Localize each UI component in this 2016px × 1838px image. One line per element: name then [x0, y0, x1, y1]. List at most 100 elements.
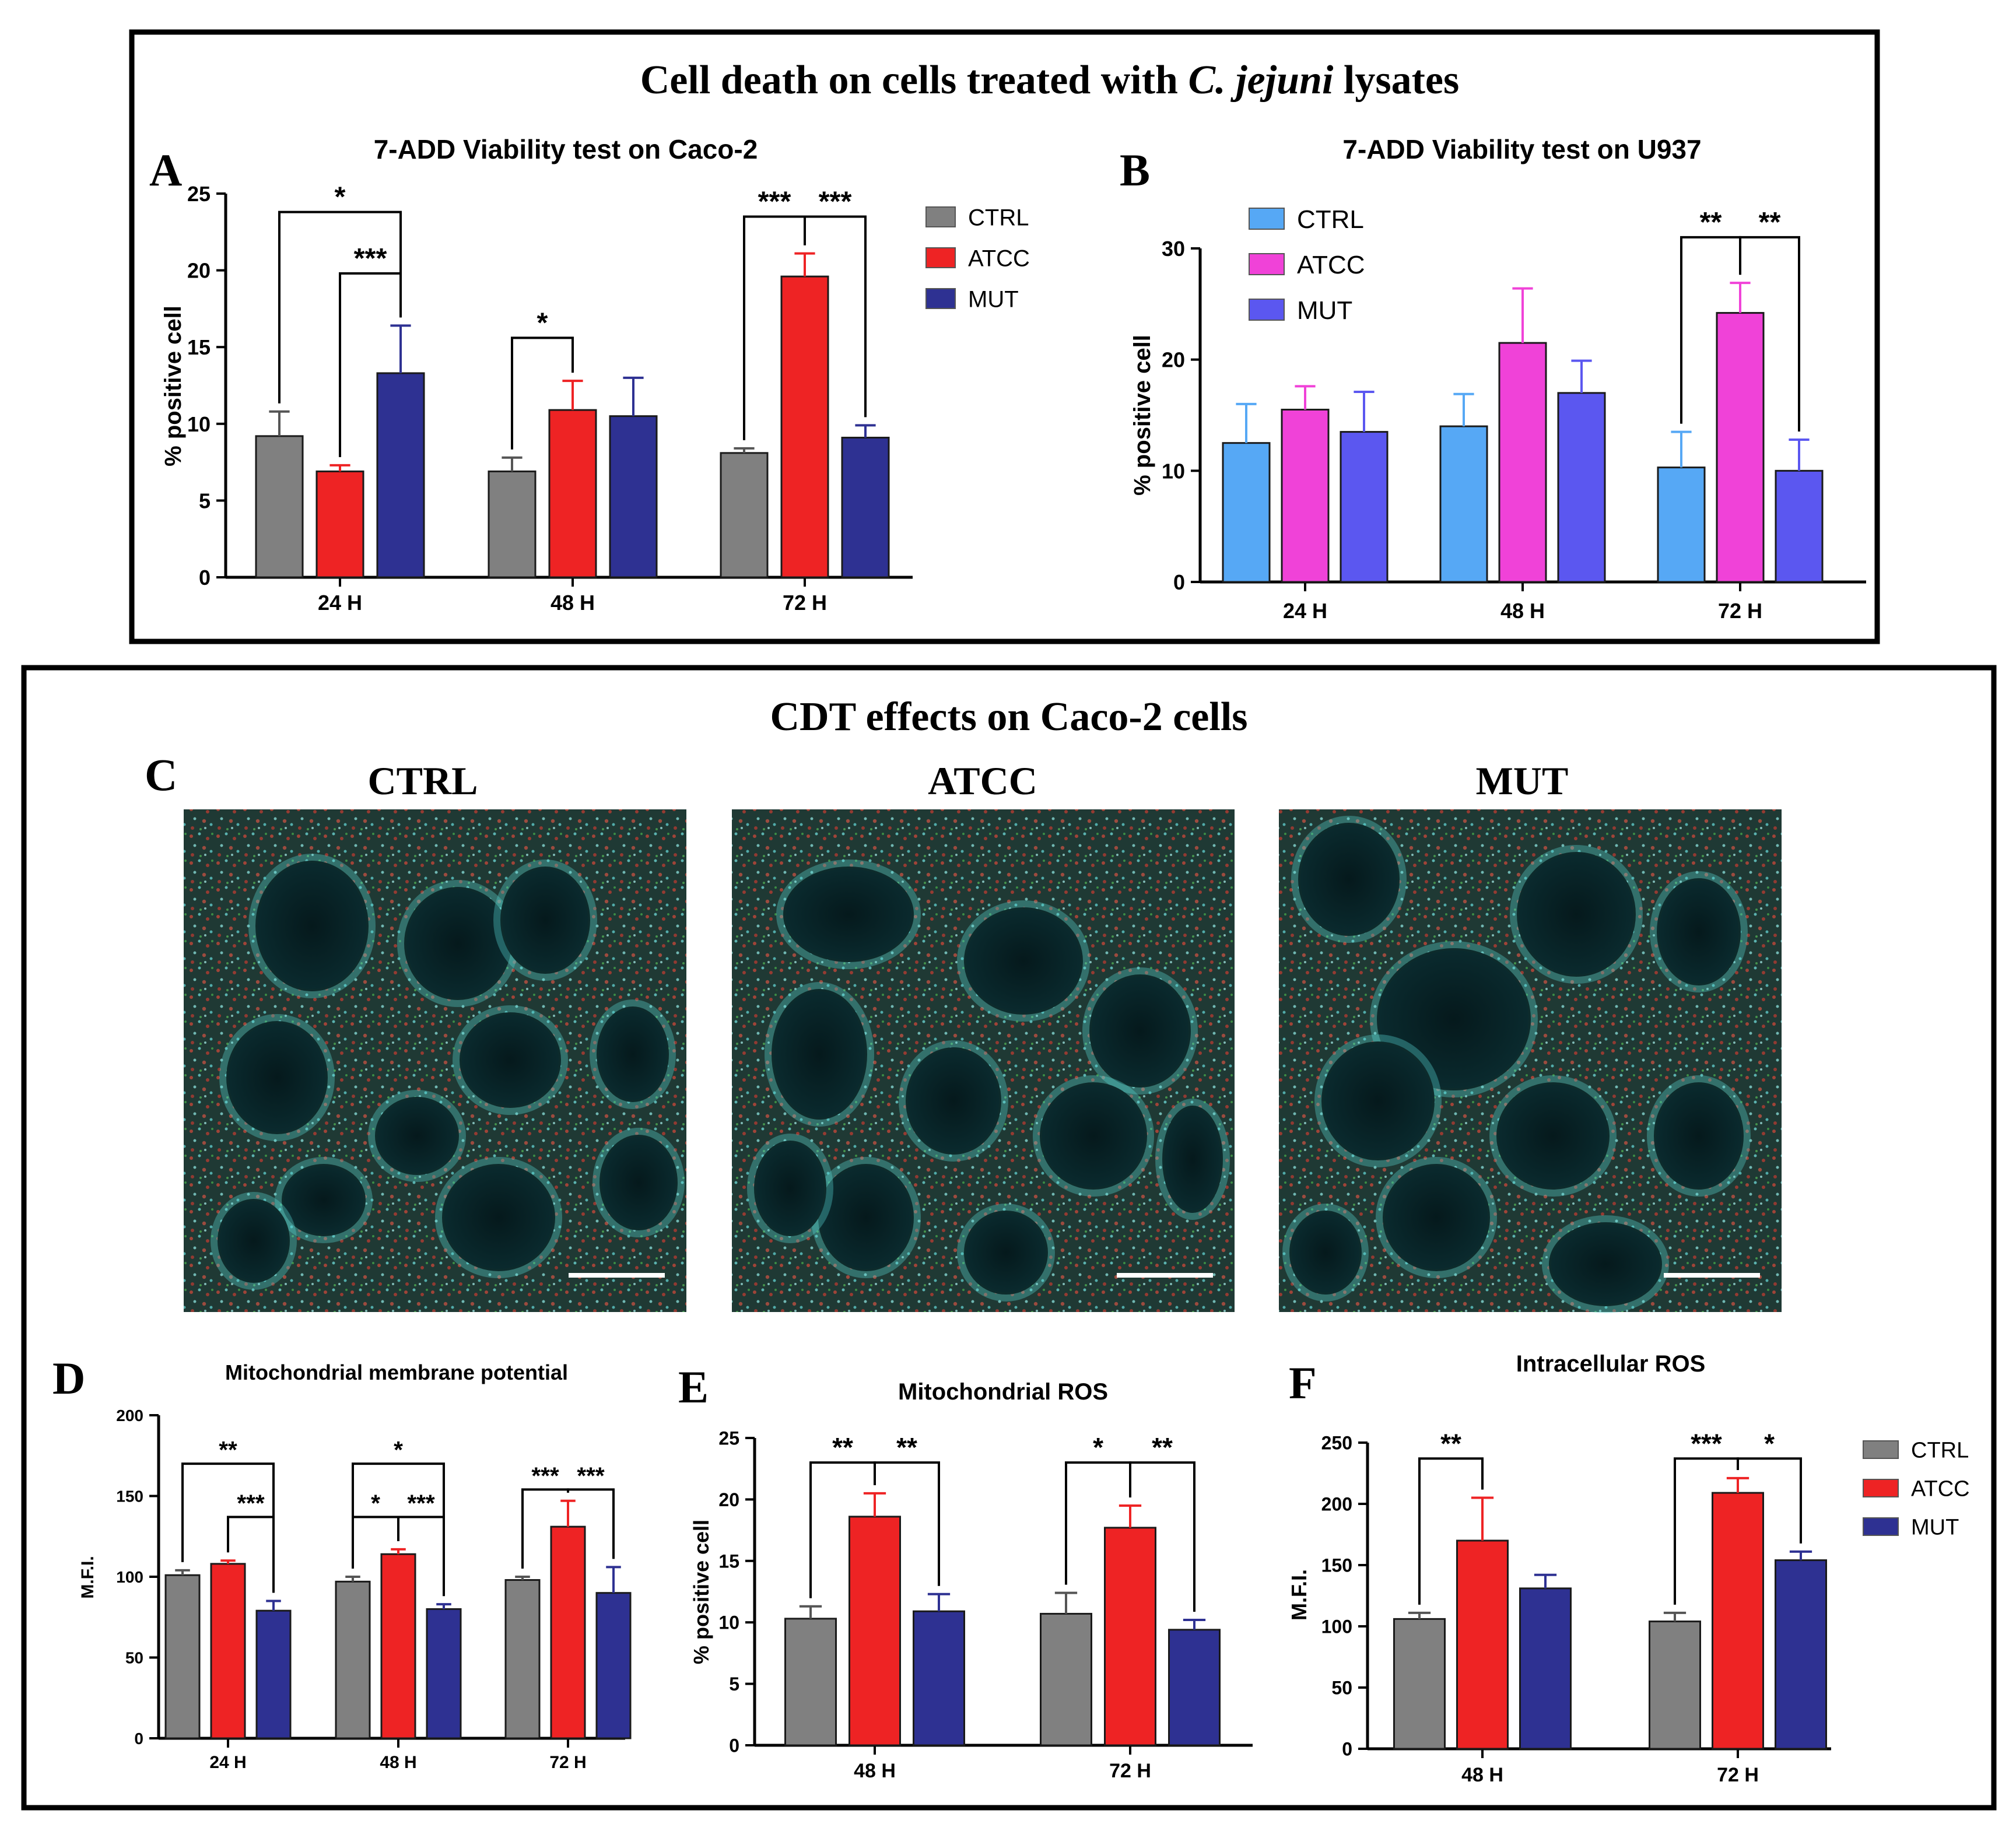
y-axis-label: % positive cell	[160, 306, 186, 466]
legend-label: CTRL	[1297, 205, 1364, 234]
legend-swatch	[1863, 1479, 1899, 1497]
scale-bar	[1664, 1273, 1760, 1278]
bar-mut	[1557, 392, 1606, 583]
chart-panel-e: E Mitochondrial ROS % positive cell 0 5 10 15 2…	[678, 1362, 1253, 1782]
cell-nucleus	[1298, 823, 1400, 936]
cell-nucleus	[1657, 878, 1741, 985]
cell-nucleus	[375, 1097, 459, 1175]
legend-swatch	[1249, 208, 1285, 230]
micrograph-ctrl: CTRL	[184, 759, 686, 1312]
panel-letter: F	[1289, 1358, 1317, 1408]
bar-ctrl	[1649, 1620, 1701, 1750]
bar-ctrl	[1439, 425, 1488, 583]
chart-title: Intracellular ROS	[1516, 1351, 1706, 1377]
bar-ctrl	[1040, 1612, 1092, 1746]
cell-nucleus	[1321, 1041, 1435, 1160]
legend-swatch	[1863, 1440, 1899, 1459]
x-tick-label: 72 H	[783, 591, 827, 615]
y-tick-label: 100	[1321, 1616, 1352, 1637]
y-tick-label: 200	[1321, 1494, 1352, 1515]
significance-label: ***	[237, 1490, 265, 1517]
micrograph-mut: MUT	[1279, 759, 1782, 1313]
y-tick-label: 25	[718, 1428, 739, 1449]
chart-panel-a: A 7-ADD Viability test on Caco-2 % positiv…	[149, 134, 1030, 615]
bar-mut	[1775, 1559, 1827, 1750]
significance-bracket	[227, 1516, 275, 1593]
significance-label: *	[371, 1490, 380, 1517]
panel-letter-C: C	[145, 749, 177, 800]
y-tick-label: 20	[718, 1489, 739, 1510]
bar-ctrl	[255, 435, 304, 578]
micrograph-row: CTRL ATCC MUT	[184, 759, 1782, 1313]
bar-mut	[255, 1609, 292, 1739]
y-tick-label: 50	[1331, 1678, 1352, 1699]
y-tick-label: 50	[125, 1649, 143, 1667]
y-tick-label: 250	[1321, 1433, 1352, 1454]
legend-swatch	[925, 247, 956, 268]
significance-label: ***	[577, 1462, 605, 1489]
bar-mut	[609, 415, 658, 578]
bar-mut	[913, 1610, 965, 1746]
bar-ctrl	[784, 1618, 837, 1746]
cell-nucleus	[226, 1021, 328, 1134]
bar-ctrl	[488, 470, 537, 578]
x-tick-label: 48 H	[854, 1760, 896, 1782]
panel-letter: B	[1120, 145, 1150, 195]
cell-nucleus	[1654, 1082, 1744, 1190]
y-tick-label: 150	[116, 1488, 143, 1506]
y-tick-label: 20	[187, 259, 211, 283]
significance-label: ***	[354, 243, 387, 274]
legend-swatch	[1863, 1517, 1899, 1536]
cell-nucleus	[1040, 1082, 1147, 1190]
micrograph-label: CTRL	[368, 759, 478, 803]
legend-label: ATCC	[968, 245, 1030, 271]
bar-atcc	[1281, 408, 1330, 583]
panel-letter: E	[678, 1362, 709, 1412]
bar-atcc	[849, 1516, 901, 1746]
y-tick-label: 5	[729, 1674, 739, 1695]
bar-atcc	[780, 275, 829, 578]
bar-ctrl	[1222, 442, 1271, 583]
y-axis-label: % positive cell	[1130, 335, 1155, 496]
bar-mut	[1340, 431, 1389, 583]
cell-nucleus	[906, 1047, 1001, 1155]
significance-label: **	[1152, 1432, 1173, 1462]
significance-label: ***	[531, 1462, 559, 1489]
y-tick-label: 30	[1162, 237, 1185, 261]
y-tick-label: 15	[187, 335, 211, 359]
bar-atcc	[1498, 342, 1547, 583]
bar-atcc	[315, 470, 364, 578]
bar-atcc	[1716, 312, 1765, 583]
y-tick-label: 0	[1342, 1739, 1352, 1760]
significance-label: *	[1093, 1432, 1103, 1462]
scale-bar	[1117, 1273, 1213, 1278]
x-tick-label: 72 H	[1109, 1760, 1151, 1782]
y-tick-label: 10	[718, 1612, 739, 1633]
significance-label: **	[1759, 206, 1781, 238]
chart-title: 7-ADD Viability test on Caco-2	[374, 134, 758, 164]
y-axis-label: M.F.I.	[78, 1556, 97, 1598]
chart-title: Mitochondrial ROS	[898, 1379, 1108, 1405]
y-tick-label: 0	[199, 566, 211, 590]
significance-bracket	[511, 336, 574, 450]
top-section-frame	[129, 29, 1880, 644]
bar-ctrl	[1657, 466, 1706, 583]
significance-bracket	[1737, 1457, 1802, 1544]
cell-nucleus	[255, 861, 369, 991]
significance-bracket	[397, 1516, 445, 1597]
significance-label: ***	[819, 185, 852, 217]
cell-nucleus	[754, 1141, 826, 1236]
cell-nucleus	[460, 1012, 561, 1108]
cell-nucleus	[964, 1211, 1048, 1295]
bar-mut	[595, 1592, 632, 1739]
legend-label: MUT	[1297, 296, 1352, 325]
cell-nucleus	[1289, 1211, 1362, 1295]
significance-label: *	[537, 307, 548, 338]
x-tick-label: 48 H	[1500, 599, 1545, 623]
cell-nucleus	[282, 1164, 366, 1236]
cell-nucleus	[1383, 1164, 1490, 1271]
micrograph-label: ATCC	[928, 759, 1037, 803]
x-tick-label: 24 H	[318, 591, 362, 615]
y-tick-label: 100	[116, 1568, 143, 1586]
